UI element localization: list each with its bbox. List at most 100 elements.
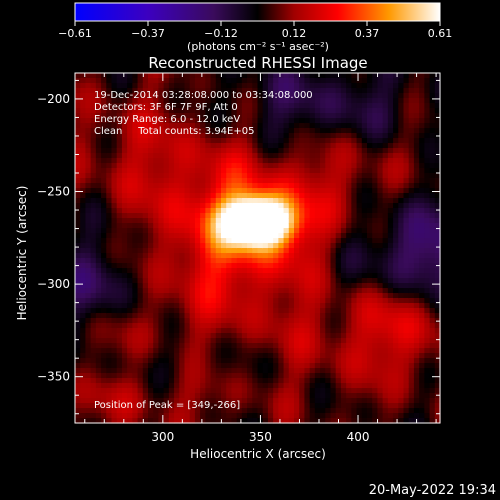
heatmap-cell xyxy=(273,413,279,419)
heatmap-cell xyxy=(320,108,326,114)
heatmap-cell xyxy=(111,328,118,334)
heatmap-cell xyxy=(361,148,368,154)
heatmap-cell xyxy=(340,198,347,204)
heatmap-cell xyxy=(168,298,175,304)
heatmap-cell xyxy=(351,218,358,224)
heatmap-cell xyxy=(434,88,441,94)
heatmap-cell xyxy=(278,388,285,394)
heatmap-cell xyxy=(351,398,358,404)
heatmap-cell xyxy=(163,153,170,159)
heatmap-cell xyxy=(299,78,306,84)
heatmap-cell xyxy=(387,358,394,364)
heatmap-cell xyxy=(429,348,436,354)
heatmap-cell xyxy=(148,158,154,164)
heatmap-cell xyxy=(351,113,358,119)
heatmap-cell xyxy=(267,383,274,389)
heatmap-cell xyxy=(231,348,238,354)
heatmap-cell xyxy=(288,248,295,254)
heatmap-cell xyxy=(184,328,191,334)
heatmap-cell xyxy=(153,188,160,194)
heatmap-cell xyxy=(111,288,118,294)
heatmap-cell xyxy=(179,403,186,409)
heatmap-cell xyxy=(273,273,279,279)
heatmap-cell xyxy=(278,338,285,344)
heatmap-cell xyxy=(408,358,415,364)
heatmap-cell xyxy=(215,178,222,184)
heatmap-cell xyxy=(351,268,358,274)
heatmap-cell xyxy=(351,108,358,114)
heatmap-cell xyxy=(419,228,425,234)
heatmap-cell xyxy=(356,143,363,149)
heatmap-cell xyxy=(294,213,300,219)
heatmap-cell xyxy=(179,338,186,344)
heatmap-cell xyxy=(174,193,180,199)
heatmap-cell xyxy=(106,238,113,244)
heatmap-cell xyxy=(226,123,233,129)
heatmap-cell xyxy=(262,123,269,129)
heatmap-cell xyxy=(111,353,118,359)
heatmap-cell xyxy=(398,323,405,329)
heatmap-cell xyxy=(257,363,264,369)
heatmap-cell xyxy=(194,258,201,264)
heatmap-cell xyxy=(168,338,175,344)
heatmap-cell xyxy=(429,413,436,419)
heatmap-cell xyxy=(168,378,175,384)
heatmap-cell xyxy=(226,338,233,344)
heatmap-cell xyxy=(158,183,165,189)
heatmap-cell xyxy=(121,73,128,79)
heatmap-cell xyxy=(75,353,81,359)
heatmap-cell xyxy=(377,178,384,184)
heatmap-cell xyxy=(200,403,206,409)
heatmap-cell xyxy=(200,418,206,424)
heatmap-cell xyxy=(330,313,337,319)
heatmap-cell xyxy=(299,238,306,244)
heatmap-cell xyxy=(372,268,379,274)
heatmap-cell xyxy=(247,388,253,394)
heatmap-cell xyxy=(179,158,186,164)
heatmap-cell xyxy=(288,168,295,174)
heatmap-cell xyxy=(148,398,154,404)
heatmap-cell xyxy=(314,163,321,169)
heatmap-cell xyxy=(304,173,311,179)
heatmap-cell xyxy=(372,343,379,349)
heatmap-cell xyxy=(257,288,264,294)
heatmap-cell xyxy=(184,253,191,259)
heatmap-cell xyxy=(340,368,347,374)
heatmap-cell xyxy=(148,353,154,359)
heatmap-cell xyxy=(403,73,410,79)
heatmap-cell xyxy=(382,143,389,149)
heatmap-cell xyxy=(361,158,368,164)
heatmap-cell xyxy=(95,313,102,319)
heatmap-cell xyxy=(299,223,306,229)
heatmap-cell xyxy=(262,88,269,94)
heatmap-cell xyxy=(231,163,238,169)
heatmap-cell xyxy=(356,313,363,319)
heatmap-cell xyxy=(387,203,394,209)
heatmap-cell xyxy=(142,103,149,109)
heatmap-cell xyxy=(314,358,321,364)
heatmap-cell xyxy=(189,168,196,174)
heatmap-cell xyxy=(403,258,410,264)
heatmap-cell xyxy=(252,318,259,324)
heatmap-cell xyxy=(215,213,222,219)
heatmap-cell xyxy=(116,408,123,414)
heatmap-cell xyxy=(387,373,394,379)
heatmap-cell xyxy=(168,333,175,339)
heatmap-cell xyxy=(257,268,264,274)
heatmap-cell xyxy=(205,368,212,374)
heatmap-cell xyxy=(299,173,306,179)
heatmap-cell xyxy=(142,243,149,249)
heatmap-cell xyxy=(335,88,342,94)
heatmap-cell xyxy=(273,228,279,234)
heatmap-cell xyxy=(356,323,363,329)
heatmap-cell xyxy=(163,388,170,394)
heatmap-cell xyxy=(419,143,425,149)
heatmap-cell xyxy=(90,373,97,379)
heatmap-cell xyxy=(320,258,326,264)
heatmap-cell xyxy=(267,73,274,79)
heatmap-cell xyxy=(132,93,139,99)
heatmap-cell xyxy=(75,348,81,354)
heatmap-cell xyxy=(283,268,290,274)
heatmap-cell xyxy=(163,143,170,149)
heatmap-cell xyxy=(127,338,133,344)
